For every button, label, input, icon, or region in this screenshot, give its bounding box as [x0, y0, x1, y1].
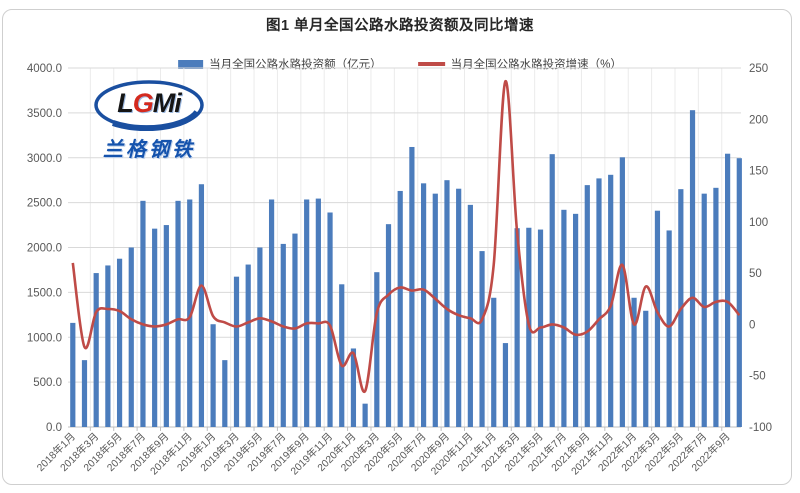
- y-left-tick-label: 3000.0: [27, 153, 62, 165]
- bar[interactable]: [128, 247, 134, 428]
- chart-border: [2, 9, 792, 485]
- bar[interactable]: [514, 228, 520, 427]
- bar[interactable]: [187, 199, 193, 427]
- bar[interactable]: [152, 228, 158, 427]
- bar[interactable]: [619, 157, 625, 427]
- bar[interactable]: [81, 360, 88, 427]
- bar[interactable]: [491, 297, 497, 427]
- bar[interactable]: [116, 258, 123, 427]
- bar[interactable]: [432, 193, 438, 427]
- bar[interactable]: [467, 204, 473, 427]
- y-right-tick-label: 150: [749, 166, 768, 178]
- bar[interactable]: [549, 154, 555, 427]
- bar[interactable]: [689, 110, 696, 428]
- bar[interactable]: [362, 403, 368, 427]
- bar[interactable]: [175, 200, 181, 427]
- bar[interactable]: [315, 198, 321, 427]
- bar[interactable]: [397, 190, 403, 427]
- investment-bars: [70, 110, 742, 428]
- y-axis-right-labels: 250 200 150 100 50 0 -50 -100: [749, 63, 772, 434]
- bar[interactable]: [561, 209, 567, 427]
- bar[interactable]: [444, 180, 450, 427]
- bar[interactable]: [420, 183, 427, 427]
- bar[interactable]: [339, 284, 345, 427]
- y-right-tick-label: 0: [749, 319, 755, 331]
- bar-series-swatch-icon: [178, 59, 204, 69]
- y-left-tick-label: 3500.0: [27, 108, 62, 120]
- lgmi-logo-text: LGMi: [117, 88, 182, 118]
- bar[interactable]: [502, 343, 509, 427]
- bar[interactable]: [233, 276, 240, 427]
- y-right-tick-label: 50: [749, 268, 762, 280]
- y-left-tick-label: 1000.0: [27, 332, 62, 344]
- bar[interactable]: [631, 297, 637, 427]
- bar[interactable]: [280, 243, 286, 427]
- bar[interactable]: [350, 348, 357, 427]
- lgmi-logo-oval: LGMi: [93, 79, 205, 131]
- lgmi-logo: LGMi 兰格钢铁: [87, 79, 211, 162]
- bar[interactable]: [608, 174, 614, 427]
- bar[interactable]: [374, 272, 380, 427]
- bar[interactable]: [304, 199, 310, 427]
- bar[interactable]: [643, 310, 649, 427]
- bar[interactable]: [456, 188, 462, 427]
- y-left-tick-label: 4000.0: [27, 63, 62, 75]
- y-left-tick-label: 0.0: [46, 422, 62, 434]
- y-right-tick-label: 200: [749, 114, 768, 126]
- bar[interactable]: [385, 224, 392, 427]
- bar[interactable]: [268, 199, 275, 427]
- chart-title: 图1 单月全国公路水路投资额及同比增速: [265, 18, 535, 34]
- bar[interactable]: [163, 225, 169, 427]
- bar[interactable]: [479, 251, 485, 427]
- bar[interactable]: [70, 322, 76, 427]
- logo-swoosh-icon: [112, 110, 200, 131]
- bar[interactable]: [210, 324, 216, 427]
- bar[interactable]: [93, 273, 99, 427]
- y-left-tick-label: 2000.0: [27, 243, 62, 255]
- y-right-tick-label: 100: [749, 217, 768, 229]
- lgmi-logo-subtext: 兰格钢铁: [103, 139, 195, 161]
- y-right-tick-label: -50: [749, 371, 766, 383]
- bar[interactable]: [257, 247, 263, 428]
- y-axis-left-labels: 4000.0 3500.0 3000.0 2500.0 2000.0 1500.0 1000…: [27, 63, 62, 434]
- bar[interactable]: [327, 212, 333, 427]
- bar[interactable]: [409, 146, 415, 428]
- y-right-tick-label: 250: [749, 63, 768, 75]
- bar[interactable]: [725, 153, 731, 427]
- bar[interactable]: [584, 185, 590, 427]
- x-axis-ticks: [89, 427, 723, 431]
- bar[interactable]: [736, 158, 742, 428]
- bar[interactable]: [701, 193, 707, 427]
- y-right-tick-label: -100: [749, 422, 772, 434]
- bar[interactable]: [292, 233, 298, 427]
- bar[interactable]: [140, 200, 146, 427]
- bar[interactable]: [245, 264, 251, 427]
- bar[interactable]: [198, 184, 205, 427]
- bar[interactable]: [572, 213, 579, 427]
- x-axis-labels: 2018年1月2018年3月2018年5月2018年7月2018年9月2018年…: [34, 430, 733, 478]
- bar[interactable]: [222, 360, 228, 427]
- y-left-tick-label: 500.0: [33, 377, 62, 389]
- y-left-tick-label: 1500.0: [27, 287, 62, 299]
- bar[interactable]: [666, 230, 672, 427]
- y-left-tick-label: 2500.0: [27, 198, 62, 210]
- bar[interactable]: [105, 265, 111, 427]
- line-series-swatch-icon: [417, 62, 445, 66]
- bar[interactable]: [654, 210, 661, 427]
- bar[interactable]: [713, 187, 719, 427]
- growth-line[interactable]: [71, 79, 741, 393]
- bar[interactable]: [596, 178, 602, 427]
